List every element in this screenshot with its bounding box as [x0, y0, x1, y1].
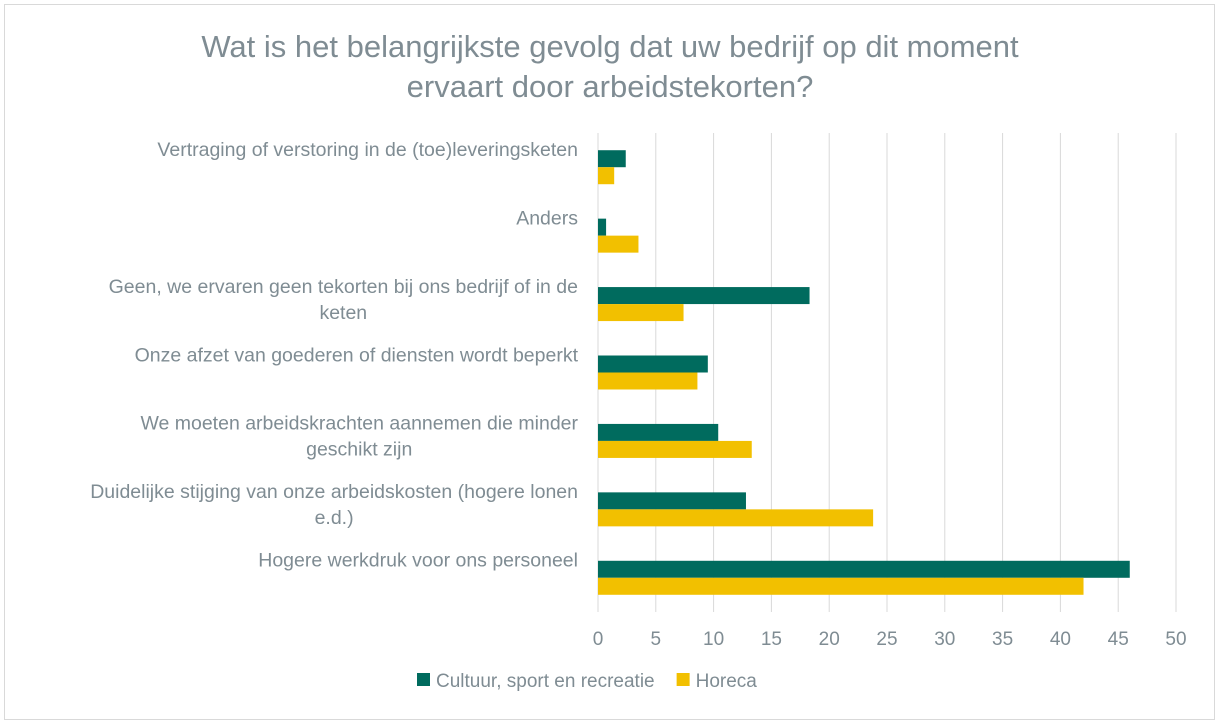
x-tick-label-0: 0 [593, 629, 604, 650]
category-label-1: Vertraging of verstoring in de (toe)leve… [157, 139, 578, 161]
bar-cultuur-6 [598, 492, 746, 510]
bar-horeca-1 [598, 167, 615, 185]
category-label-6-line-2: e.d.) [315, 507, 354, 529]
category-label-3-line-1: Geen, we ervaren geen tekorten bij ons b… [109, 276, 578, 298]
bar-cultuur-5 [598, 423, 719, 441]
chart-title-line-1: Wat is het belangrijkste gevolg dat uw b… [201, 29, 1019, 64]
bar-horeca-4 [598, 372, 698, 390]
bar-horeca-2 [598, 235, 639, 253]
chart-title-line-2: ervaart door arbeidstekorten? [407, 69, 814, 104]
bar-cultuur-2 [598, 218, 607, 236]
category-label-6-line-1: Duidelijke stijging van onze arbeidskost… [90, 481, 578, 503]
x-tick-label-20: 20 [819, 629, 840, 650]
bar-cultuur-4 [598, 355, 708, 373]
x-tick-label-40: 40 [1050, 629, 1071, 650]
bar-horeca-7 [598, 577, 1084, 595]
bar-cultuur-1 [598, 150, 626, 168]
x-tick-label-15: 15 [761, 629, 782, 650]
x-tick-label-5: 5 [651, 629, 662, 650]
x-tick-label-10: 10 [703, 629, 724, 650]
x-tick-label-45: 45 [1108, 629, 1129, 650]
bar-horeca-5 [598, 440, 752, 458]
category-label-5-line-1: We moeten arbeidskrachten aannemen die m… [140, 413, 578, 435]
x-tick-label-25: 25 [876, 629, 897, 650]
legend-label-cultuur: Cultuur, sport en recreatie [436, 671, 655, 692]
legend-label-horeca: Horeca [696, 671, 758, 692]
category-label-4: Onze afzet van goederen of diensten word… [135, 344, 579, 366]
x-tick-label-50: 50 [1165, 629, 1186, 650]
category-label-3-line-2: keten [319, 302, 367, 324]
bar-cultuur-3 [598, 287, 810, 305]
bar-horeca-3 [598, 304, 684, 322]
legend-swatch-horeca [676, 673, 690, 686]
legend-swatch-cultuur [417, 673, 430, 686]
category-label-5-line-2: geschikt zijn [306, 439, 412, 461]
bar-horeca-6 [598, 509, 874, 527]
x-tick-label-30: 30 [934, 629, 955, 650]
category-label-2: Anders [516, 207, 578, 229]
x-tick-label-35: 35 [992, 629, 1013, 650]
bar-cultuur-7 [598, 560, 1130, 578]
category-label-7: Hogere werkdruk voor ons personeel [258, 550, 578, 572]
